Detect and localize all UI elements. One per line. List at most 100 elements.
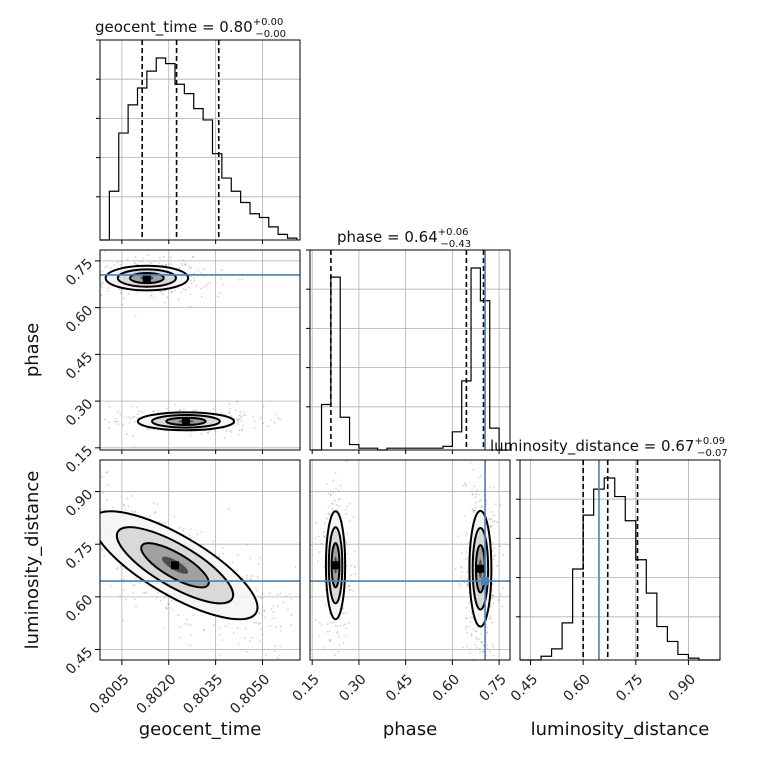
- panel-geocent-time-vs-phase-point: [190, 282, 193, 285]
- title-geocent-time-main: geocent_time = 0.80: [95, 18, 253, 37]
- panel-geocent-time-vs-luminosity-distance-point: [249, 578, 252, 580]
- panel-phase-vs-luminosity-distance-point: [492, 654, 495, 657]
- panel-geocent-time-vs-luminosity-distance-point: [259, 622, 261, 625]
- panel-geocent-time-vs-luminosity-distance-point: [244, 664, 246, 666]
- panel-geocent-time-vs-phase-point: [209, 282, 211, 284]
- panel-geocent-time-vs-luminosity-distance-point: [257, 623, 260, 625]
- panel-geocent-time-vs-luminosity-distance-point: [187, 623, 190, 626]
- panel-geocent-time-vs-luminosity-distance-point: [155, 596, 158, 599]
- panel-geocent-time-vs-luminosity-distance-point: [258, 612, 261, 615]
- title-phase-main: phase = 0.64: [337, 228, 438, 246]
- panel-geocent-time-vs-phase-point: [108, 427, 111, 430]
- panel-phase-vs-luminosity-distance-point: [316, 560, 319, 563]
- panel-phase-vs-luminosity-distance-point: [488, 518, 491, 521]
- panel-geocent-time-vs-phase-point: [117, 420, 120, 423]
- panel-geocent-time-vs-luminosity-distance-point: [89, 507, 91, 509]
- panel-phase-vs-luminosity-distance-point: [327, 512, 330, 515]
- xtick-label-luminosity-distance-2: 0.75: [613, 671, 646, 704]
- panel-geocent-time-vs-luminosity-distance-point: [57, 513, 59, 515]
- panel-phase-vs-luminosity-distance-point: [470, 634, 473, 637]
- panel-phase-vs-luminosity-distance-point: [344, 635, 347, 638]
- panel-geocent-time-vs-phase-point: [96, 284, 98, 286]
- panel-geocent-time-vs-phase-point: [169, 263, 172, 265]
- panel-phase-vs-luminosity-distance-point: [485, 632, 488, 635]
- panel-geocent-time-vs-luminosity-distance-point: [52, 524, 54, 526]
- panel-phase-vs-luminosity-distance-point: [490, 518, 493, 520]
- panel-geocent-time-vs-phase-point: [150, 262, 153, 264]
- ytick-label-phase-0: 0.15: [63, 443, 96, 476]
- panel-geocent-time-vs-phase-point: [236, 418, 238, 421]
- panel-phase-vs-luminosity-distance-point: [488, 671, 490, 673]
- panel-phase-vs-luminosity-distance-point: [334, 499, 336, 502]
- panel-geocent-time-vs-luminosity-distance-point: [294, 566, 297, 568]
- panel-geocent-time-vs-luminosity-distance-point: [124, 508, 127, 511]
- panel-geocent-time-vs-luminosity-distance-point: [60, 446, 62, 448]
- panel-geocent-time-vs-phase-point: [195, 409, 198, 412]
- panel-geocent-time-vs-luminosity-distance-point: [222, 546, 224, 549]
- panel-geocent-time-vs-phase-point: [23, 256, 25, 258]
- panel-phase-vs-luminosity-distance-point: [337, 489, 340, 492]
- panel-geocent-time-vs-luminosity-distance-point: [92, 526, 94, 528]
- panel-geocent-time-vs-phase-point: [95, 289, 97, 291]
- panel-geocent-time-vs-phase-point: [244, 414, 247, 416]
- panel-phase-vs-luminosity-distance-point: [324, 429, 326, 431]
- panel-phase-vs-luminosity-distance-point: [323, 535, 325, 538]
- panel-geocent-time-vs-luminosity-distance-point: [126, 497, 129, 500]
- panel-geocent-time-vs-luminosity-distance-point: [268, 592, 271, 595]
- panel-phase-vs-luminosity-distance-point: [480, 505, 483, 508]
- title-luminosity-distance: luminosity_distance = 0.67+0.09 −0.07: [490, 436, 728, 459]
- panel-geocent-time-vs-luminosity-distance-peak-0: [171, 561, 179, 570]
- panel-geocent-time-vs-luminosity-distance-point: [167, 603, 170, 606]
- panel-phase-vs-luminosity-distance-point: [491, 597, 494, 600]
- panel-phase-vs-luminosity-distance-point: [461, 552, 464, 554]
- panel-geocent-time-vs-phase-point: [128, 421, 131, 424]
- panel-geocent-time-vs-luminosity-distance-point: [246, 543, 249, 546]
- panel-geocent-time-vs-phase-point: [179, 409, 182, 412]
- panel-geocent-time-vs-phase-point: [190, 430, 193, 433]
- panel-geocent-time-vs-luminosity-distance-point: [201, 543, 204, 546]
- panel-geocent-time-vs-phase-point: [152, 410, 155, 413]
- panel-geocent-time-vs-luminosity-distance-point: [171, 609, 174, 612]
- panel-geocent-time-vs-luminosity-distance-point: [236, 627, 239, 630]
- panel-phase-vs-luminosity-distance-point: [336, 625, 339, 628]
- panel-geocent-time-vs-phase-point: [277, 417, 279, 420]
- panel-geocent-time-vs-luminosity-distance-point: [173, 515, 176, 518]
- panel-geocent-time-vs-luminosity-distance-point: [134, 510, 136, 513]
- ytick-label-luminosity-distance-2: 0.75: [63, 539, 96, 572]
- xtick-label-phase-2: 0.45: [383, 671, 416, 704]
- panel-phase-vs-luminosity-distance-truth-marker: [481, 577, 490, 586]
- panel-geocent-time-vs-phase-point: [106, 265, 108, 268]
- panel-geocent-time-vs-phase-point: [150, 294, 153, 296]
- panel-geocent-time-vs-luminosity-distance-point: [276, 657, 279, 660]
- panel-geocent-time-vs-luminosity-distance-point: [200, 531, 203, 533]
- panel-geocent-time-vs-phase-point: [120, 292, 122, 295]
- panel-geocent-time-vs-luminosity-distance-point: [59, 510, 61, 512]
- panel-geocent-time-vs-phase-point: [120, 260, 123, 263]
- panel-geocent-time-vs-luminosity-distance-point: [163, 627, 165, 630]
- panel-geocent-time-vs-phase-point: [239, 410, 242, 413]
- panel-geocent-time-vs-luminosity-distance-point: [272, 604, 275, 607]
- panel-geocent-time-vs-luminosity-distance-point: [263, 609, 265, 612]
- panel-geocent-time-vs-luminosity-distance-point: [164, 522, 167, 525]
- panel-phase-vs-luminosity-distance-point: [479, 665, 481, 667]
- panel-phase-vs-luminosity-distance-point: [342, 642, 345, 644]
- panel-geocent-time-vs-luminosity-distance-point: [261, 633, 264, 636]
- panel-phase-vs-luminosity-distance-point: [345, 611, 348, 614]
- panel-geocent-time-vs-phase-point: [192, 256, 195, 259]
- panel-phase-vs-luminosity-distance-point: [466, 585, 469, 588]
- panel-geocent-time-vs-phase-point: [237, 419, 240, 422]
- panel-geocent-time-vs-phase-point: [166, 296, 169, 299]
- panel-geocent-time-vs-phase-point: [164, 289, 167, 292]
- panel-phase-vs-luminosity-distance-point: [491, 525, 493, 527]
- panel-geocent-time-vs-luminosity-distance-point: [281, 664, 283, 666]
- panel-geocent-time-vs-phase-point: [96, 270, 98, 272]
- panel-geocent-time-vs-luminosity-distance-point: [275, 626, 278, 628]
- panel-phase-vs-luminosity-distance-point: [474, 496, 477, 499]
- panel-geocent-time-vs-luminosity-distance-point: [279, 645, 282, 648]
- panel-phase-vs-luminosity-distance-point: [496, 565, 499, 567]
- panel-phase-vs-luminosity-distance-point: [342, 624, 345, 627]
- panel-phase-vs-luminosity-distance-point: [320, 624, 323, 626]
- panel-geocent-time-vs-phase-point: [101, 281, 104, 284]
- panel-geocent-time-vs-phase-point: [122, 297, 125, 299]
- panel-phase-vs-luminosity-distance-point: [485, 626, 488, 629]
